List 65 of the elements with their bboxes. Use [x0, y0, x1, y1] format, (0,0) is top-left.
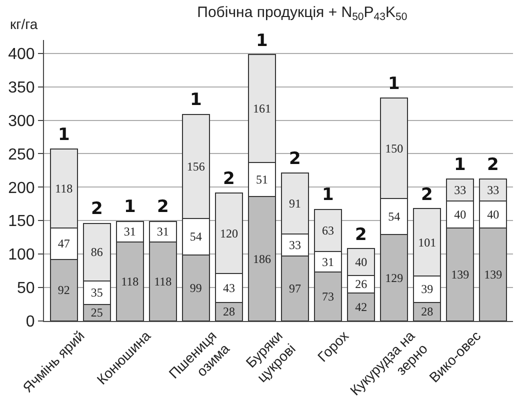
y-tick-label: 400 — [8, 46, 35, 63]
data-label: 91 — [289, 196, 302, 211]
data-label: 47 — [58, 236, 70, 251]
data-label: 97 — [289, 282, 302, 296]
y-tick-label: 0 — [26, 314, 35, 331]
data-label: 54 — [388, 210, 400, 224]
data-label: 40 — [355, 255, 368, 270]
data-label: 33 — [289, 238, 302, 252]
data-label: 28 — [222, 304, 235, 319]
chart-title: Побічна продукція + N$_{50}$P$_{43}$K$_{50}$ — [197, 4, 408, 23]
data-label: 35 — [90, 286, 103, 300]
data-label: 28 — [421, 304, 434, 319]
data-label: 31 — [156, 224, 169, 239]
data-label: 92 — [58, 283, 70, 298]
data-label: 54 — [190, 230, 202, 244]
annotation: 2 — [91, 199, 103, 219]
data-label: 73 — [322, 290, 334, 304]
y-tick-label: 150 — [8, 213, 35, 230]
annotation: 2 — [421, 185, 433, 205]
data-label: 39 — [421, 282, 434, 296]
data-label: 139 — [484, 268, 502, 282]
y-tick-label: 50 — [17, 280, 35, 298]
annotation: 1 — [256, 31, 268, 51]
data-label: 118 — [55, 182, 73, 196]
data-label: 150 — [385, 141, 404, 156]
y-tick-label: 350 — [8, 79, 35, 96]
data-label: 40 — [487, 208, 500, 222]
annotation: 2 — [487, 155, 499, 175]
annotation: 2 — [223, 169, 235, 189]
annotation: 2 — [289, 149, 301, 169]
data-label: 51 — [256, 172, 268, 186]
annotation: 1 — [322, 185, 334, 205]
data-label: 43 — [222, 280, 235, 295]
data-label: 118 — [121, 274, 139, 289]
annotation: 1 — [454, 155, 466, 175]
annotation: 1 — [388, 74, 400, 94]
data-label: 31 — [124, 224, 136, 239]
data-label: 42 — [355, 300, 368, 314]
data-label: 118 — [154, 274, 172, 289]
data-label: 25 — [90, 306, 103, 320]
data-label: 63 — [322, 223, 334, 238]
annotation: 2 — [355, 225, 367, 245]
data-label: 33 — [454, 183, 466, 198]
data-label: 161 — [252, 102, 271, 116]
y-tick-label: 200 — [8, 180, 35, 197]
data-label: 26 — [355, 277, 368, 292]
y-tick-label: 250 — [8, 146, 35, 164]
data-label: 156 — [186, 159, 205, 174]
data-label: 99 — [190, 280, 202, 295]
data-label: 31 — [322, 254, 334, 269]
data-label: 139 — [451, 268, 470, 282]
data-label: 40 — [454, 208, 466, 222]
data-label: 129 — [385, 270, 404, 285]
annotation: 2 — [157, 197, 169, 217]
annotation: 1 — [190, 90, 202, 110]
data-label: 86 — [90, 245, 103, 260]
data-label: 120 — [220, 226, 238, 240]
data-label: 101 — [418, 235, 436, 250]
y-axis-title: кг/га — [10, 16, 38, 32]
y-tick-label: 100 — [8, 246, 35, 264]
data-label: 33 — [487, 183, 500, 198]
annotation: 1 — [58, 125, 70, 145]
y-tick-label: 300 — [8, 112, 35, 130]
annotation: 1 — [124, 197, 136, 217]
data-label: 186 — [252, 252, 271, 266]
